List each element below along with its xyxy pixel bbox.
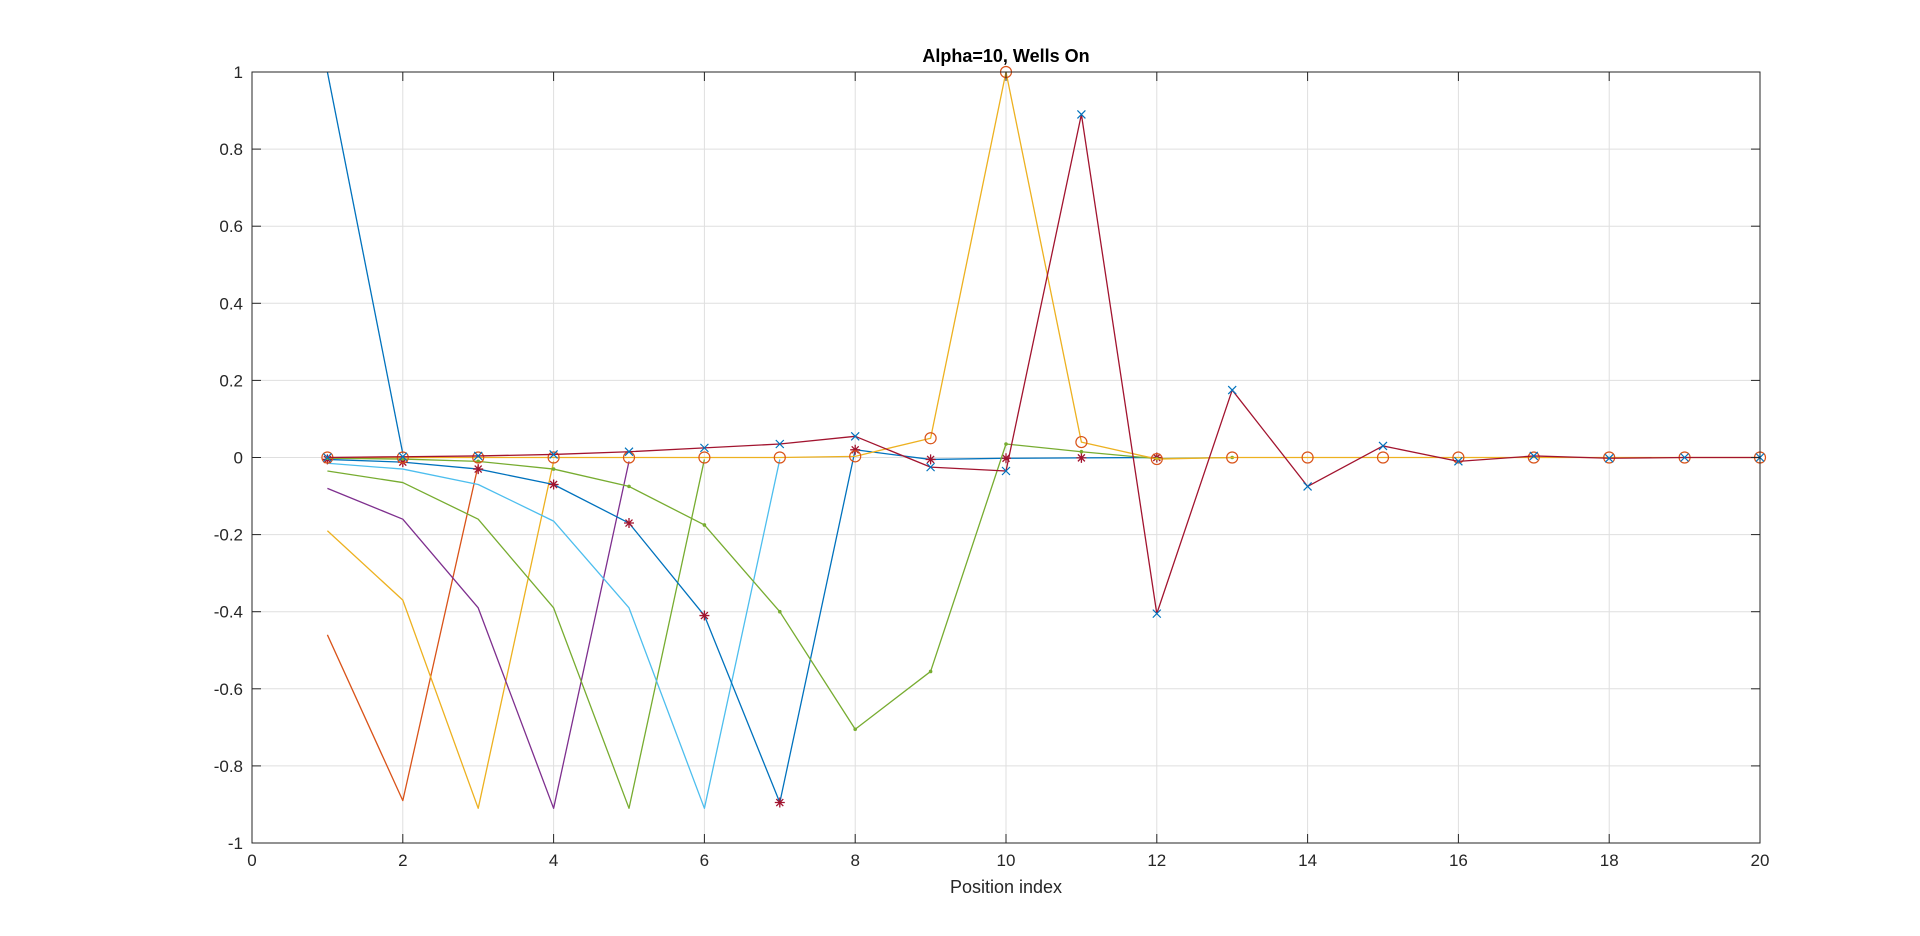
x-marker xyxy=(1680,453,1690,462)
y-tick-label: 1 xyxy=(234,63,243,82)
dot-marker xyxy=(1004,442,1008,446)
data-series xyxy=(321,65,1767,809)
series-line xyxy=(326,461,555,809)
y-tick-label: 0.4 xyxy=(219,294,243,313)
y-tick-label: -1 xyxy=(228,834,243,853)
x-tick-label: 10 xyxy=(997,851,1016,870)
circle-marker xyxy=(1452,451,1465,464)
circle-marker xyxy=(1226,451,1239,464)
circle-marker xyxy=(1075,435,1088,449)
series-3 xyxy=(326,461,555,809)
series-line xyxy=(326,71,404,454)
star-marker xyxy=(548,479,559,490)
y-tick-label: 0.6 xyxy=(219,217,243,236)
series-4 xyxy=(327,461,630,809)
x-tick-label: 6 xyxy=(700,851,709,870)
star-marker xyxy=(925,454,936,465)
y-tick-label: -0.4 xyxy=(214,603,243,622)
circle-marker xyxy=(924,432,937,445)
series-5 xyxy=(327,459,706,809)
x-marker xyxy=(850,431,860,441)
x-tick-label: 18 xyxy=(1600,851,1619,870)
circle-marker xyxy=(472,451,485,464)
series-6 xyxy=(327,459,781,809)
circle-marker xyxy=(849,450,862,463)
x-marker xyxy=(1378,441,1388,451)
series-line xyxy=(327,461,630,809)
x-tick-label: 12 xyxy=(1147,851,1166,870)
circle-marker xyxy=(698,451,711,464)
star-marker xyxy=(774,797,785,808)
dot-marker xyxy=(928,669,933,674)
axes xyxy=(251,71,1761,844)
series-line xyxy=(327,459,706,809)
series-line xyxy=(327,459,781,809)
x-marker xyxy=(775,439,785,449)
dot-marker xyxy=(627,484,631,489)
dot-marker xyxy=(551,467,556,471)
series-line xyxy=(326,465,479,802)
x-tick-label: 0 xyxy=(247,851,256,870)
y-tick-label: -0.2 xyxy=(214,526,243,545)
y-tick-label: -0.8 xyxy=(214,757,243,776)
y-tick-label: 0 xyxy=(234,449,243,468)
x-marker xyxy=(1152,609,1162,619)
x-marker xyxy=(1529,451,1539,461)
tick-labels: 0 2 4 6 8 10 12 14 16 18 20 -1 -0.8 -0.6 -0.4 -0.2 0 0.2 0… xyxy=(214,63,1770,870)
x-marker xyxy=(926,462,936,472)
star-marker xyxy=(473,464,484,475)
x-marker xyxy=(549,449,559,459)
x-marker xyxy=(473,451,483,461)
star-marker xyxy=(624,518,634,529)
y-tick-label: 0.8 xyxy=(219,140,243,159)
series-line xyxy=(327,113,1760,615)
dot-marker xyxy=(702,523,707,527)
x-marker xyxy=(1453,456,1463,466)
x-marker xyxy=(322,453,332,462)
circle-marker xyxy=(396,451,409,464)
x-marker xyxy=(1303,481,1313,491)
x-marker xyxy=(398,452,408,462)
x-marker xyxy=(1604,453,1614,463)
circle-marker xyxy=(773,451,786,464)
star-marker xyxy=(1001,453,1011,464)
star-marker xyxy=(850,444,861,455)
series-8 xyxy=(325,442,1234,732)
x-marker xyxy=(1001,466,1011,476)
x-tick-label: 16 xyxy=(1449,851,1468,870)
circle-marker xyxy=(1376,451,1390,464)
dot-marker xyxy=(778,609,782,614)
x-marker xyxy=(699,443,709,453)
series-2 xyxy=(326,465,479,802)
x-marker xyxy=(624,447,634,457)
x-tick-label: 2 xyxy=(398,851,407,870)
dot-marker xyxy=(853,727,857,732)
x-tick-label: 8 xyxy=(850,851,859,870)
series-line xyxy=(327,449,1157,804)
star-marker xyxy=(699,610,710,621)
star-marker xyxy=(1076,452,1087,463)
series-1 xyxy=(326,71,404,454)
dot-marker xyxy=(1079,449,1084,454)
y-tick-label: -0.6 xyxy=(214,680,243,699)
x-marker xyxy=(1076,109,1086,119)
x-tick-label: 4 xyxy=(549,851,558,870)
x-axis-label: Position index xyxy=(950,877,1062,897)
dot-marker xyxy=(476,459,481,464)
circle-marker xyxy=(1150,452,1163,466)
circle-marker xyxy=(1527,451,1540,464)
x-tick-label: 14 xyxy=(1298,851,1317,870)
circle-marker xyxy=(547,451,560,464)
chart-title: Alpha=10, Wells On xyxy=(922,46,1089,66)
circle-marker xyxy=(1301,451,1314,464)
y-tick-label: 0.2 xyxy=(219,371,243,390)
star-marker xyxy=(397,457,408,468)
x-marker xyxy=(1227,385,1237,395)
x-tick-label: 20 xyxy=(1751,851,1770,870)
